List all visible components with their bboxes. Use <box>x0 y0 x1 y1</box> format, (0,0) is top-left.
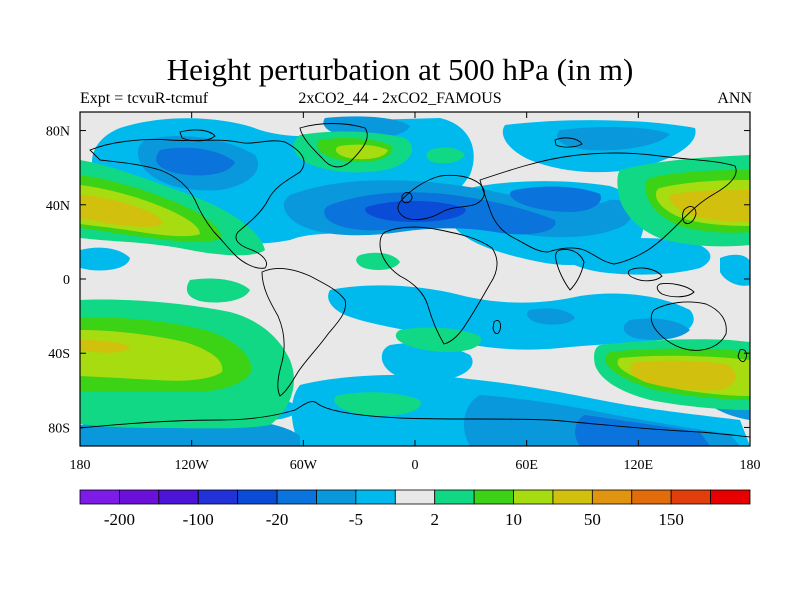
lon-tick-label: 180 <box>70 458 91 473</box>
colorbar-box <box>276 489 317 505</box>
colorbar-box <box>591 489 633 505</box>
colorbar-box <box>197 489 239 505</box>
colorbar-label: 2 <box>430 510 439 529</box>
experiment-label: Expt = tcvuR-tcmuf <box>80 90 209 107</box>
colorbar-box <box>119 489 160 505</box>
colorbar-box <box>434 489 475 505</box>
lon-tick-label: 60W <box>290 458 318 473</box>
colorbar: -200 -100 -20 -5 2 10 50 150 <box>79 489 751 529</box>
colorbar-box <box>552 489 593 505</box>
colorbar-label: -100 <box>183 510 214 529</box>
comparison-label: 2xCO2_44 - 2xCO2_FAMOUS <box>298 90 502 107</box>
colorbar-box <box>316 489 357 505</box>
lon-tick-label: 120E <box>624 458 654 473</box>
colorbar-box <box>473 489 514 505</box>
lon-tick-label: 0 <box>412 458 419 473</box>
colorbar-box <box>631 489 672 505</box>
latitude-axis: 80N 40N 0 40S 80S <box>46 125 750 436</box>
colorbar-label: -5 <box>349 510 363 529</box>
colorbar-box <box>710 489 751 505</box>
lat-tick-label: 40S <box>48 347 70 362</box>
coastlines <box>80 123 750 438</box>
colorbar-box <box>355 489 396 505</box>
colorbar-box <box>670 489 711 505</box>
colorbar-label: 150 <box>658 510 684 529</box>
colorbar-box <box>237 489 278 505</box>
lon-tick-label: 60E <box>515 458 538 473</box>
lat-tick-label: 80N <box>46 125 70 140</box>
map-panel: 180 120W 60W 0 60E 120E 180 80N 40N 0 40S 80S <box>46 111 761 473</box>
longitude-axis: 180 120W 60W 0 60E 120E 180 <box>70 112 761 473</box>
colorbar-label: -20 <box>266 510 289 529</box>
colorbar-label: 50 <box>584 510 601 529</box>
season-label: ANN <box>717 90 752 107</box>
colorbar-label: -200 <box>104 510 135 529</box>
colorbar-box <box>79 489 120 505</box>
lon-tick-label: 180 <box>740 458 761 473</box>
map-title: Height perturbation at 500 hPa (in m) <box>166 52 634 87</box>
lat-tick-label: 40N <box>46 199 70 214</box>
lat-tick-label: 80S <box>48 421 70 436</box>
colorbar-box <box>513 489 554 505</box>
lat-tick-label: 0 <box>63 273 70 288</box>
colorbar-box <box>158 489 199 505</box>
colorbar-label: 10 <box>505 510 522 529</box>
colorbar-box <box>394 489 436 505</box>
lon-tick-label: 120W <box>175 458 210 473</box>
